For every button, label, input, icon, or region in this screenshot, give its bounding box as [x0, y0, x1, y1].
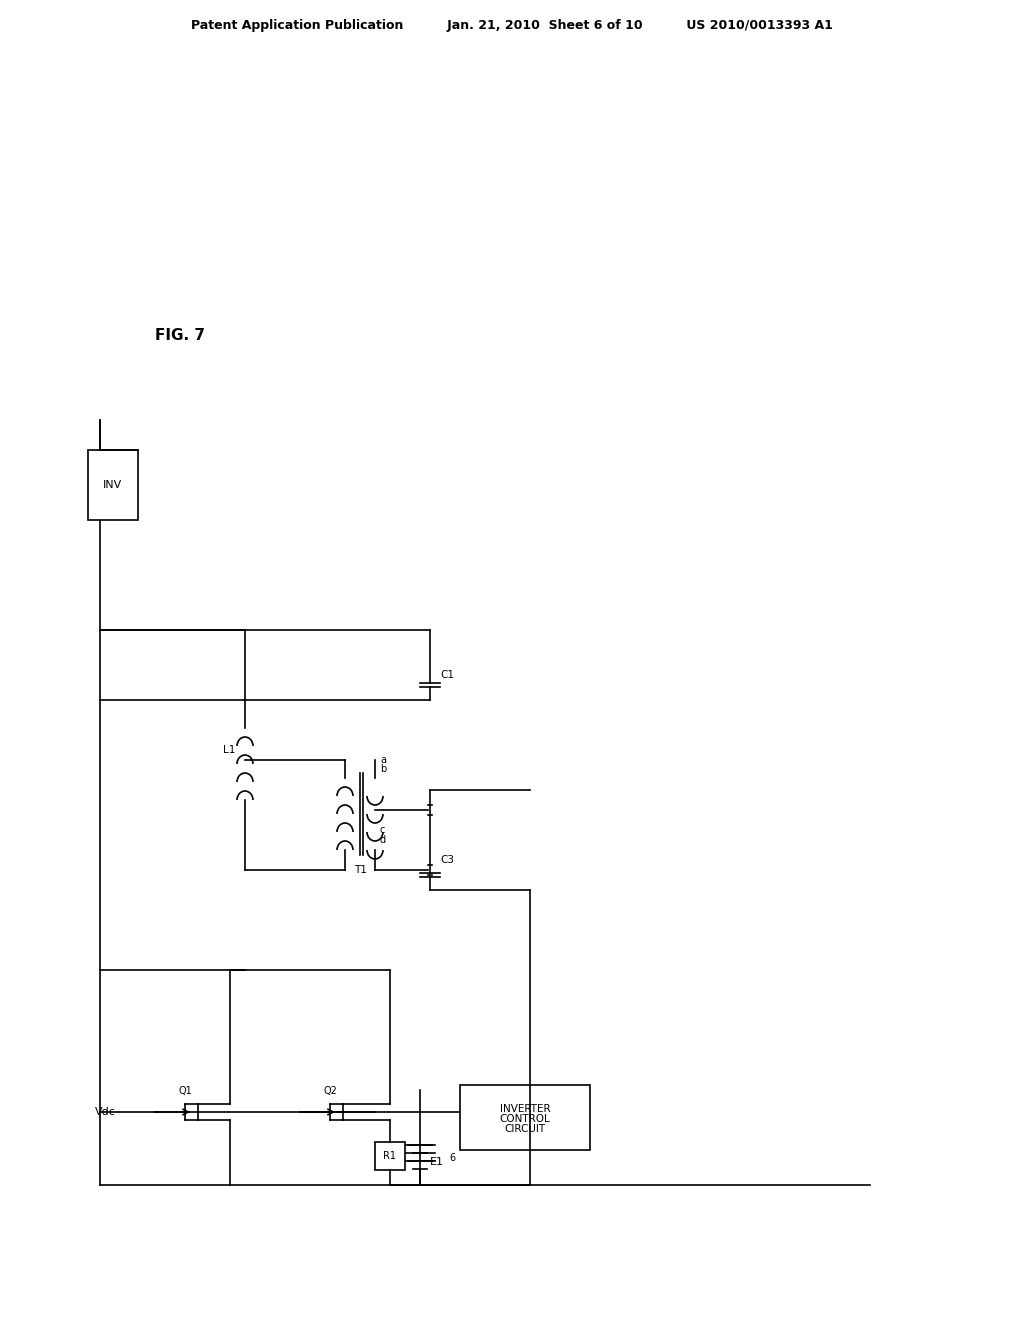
Text: C1: C1: [440, 671, 454, 680]
Bar: [460, 1085, 590, 1150]
Text: L1: L1: [222, 744, 234, 755]
Text: E1: E1: [430, 1158, 444, 1167]
Text: C3: C3: [440, 855, 454, 865]
Text: c: c: [380, 825, 385, 836]
Text: CONTROL: CONTROL: [500, 1114, 550, 1125]
Text: INVERTER: INVERTER: [500, 1105, 550, 1114]
Text: Vdc: Vdc: [95, 1107, 116, 1117]
Text: T1: T1: [353, 865, 367, 875]
Text: R1: R1: [384, 1151, 396, 1162]
Text: Patent Application Publication          Jan. 21, 2010  Sheet 6 of 10          US: Patent Application Publication Jan. 21, …: [191, 18, 833, 32]
Text: b: b: [380, 764, 386, 774]
Text: FIG. 7: FIG. 7: [155, 327, 205, 342]
Text: 6: 6: [449, 1152, 455, 1163]
Text: a: a: [380, 755, 386, 766]
Text: INV: INV: [103, 480, 123, 490]
Bar: [88, 450, 138, 520]
Text: Q2: Q2: [323, 1086, 337, 1096]
Text: Q1: Q1: [178, 1086, 191, 1096]
Text: d: d: [380, 836, 386, 845]
Text: CIRCUIT: CIRCUIT: [505, 1125, 546, 1134]
Bar: [375, 1142, 406, 1170]
